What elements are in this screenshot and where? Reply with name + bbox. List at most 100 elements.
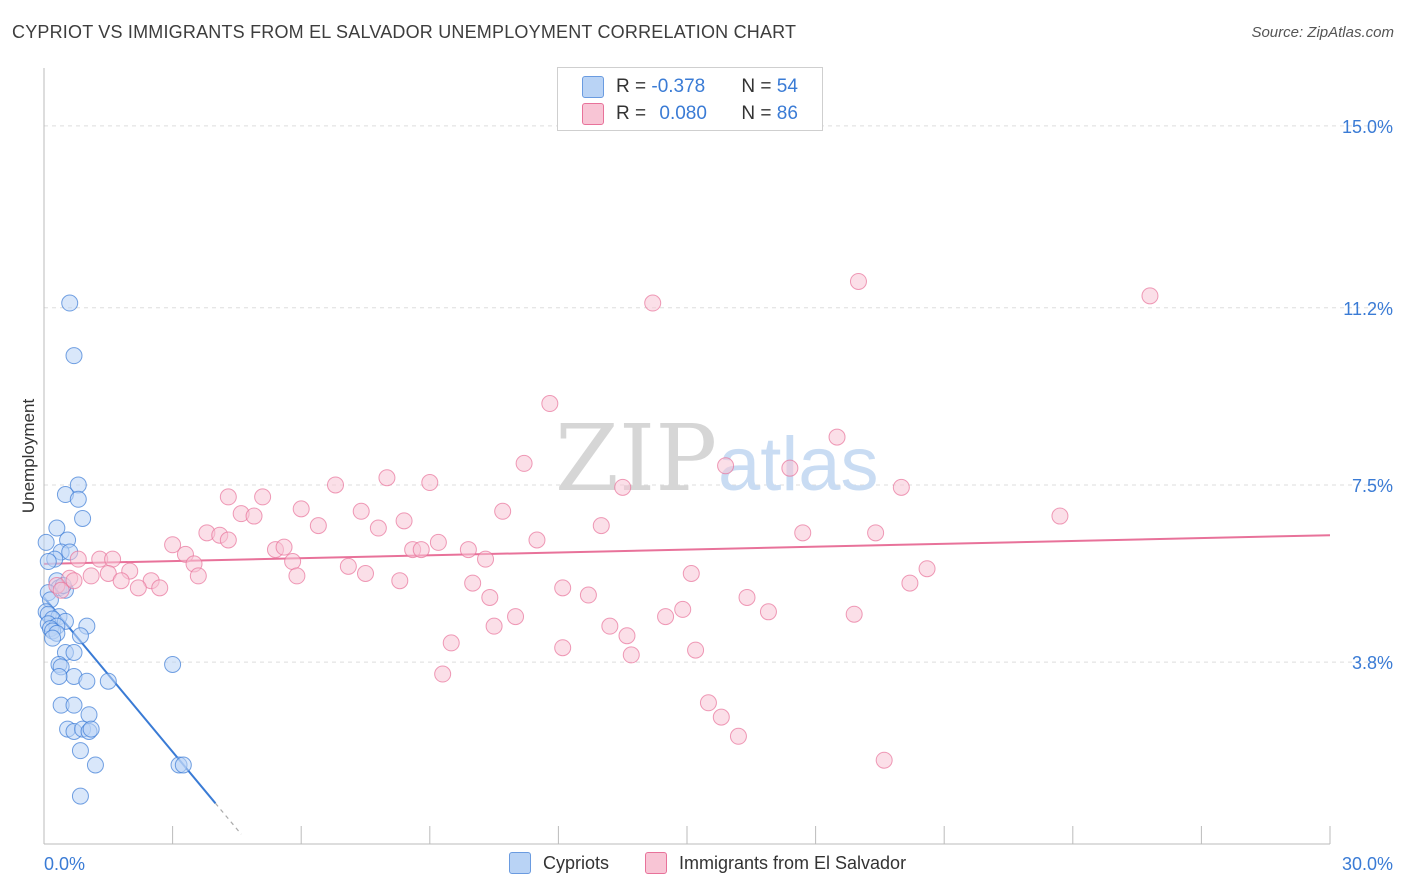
- el-salvador-point: [699, 694, 717, 712]
- el-salvador-point: [781, 459, 799, 477]
- cypriot-point: [86, 756, 104, 774]
- legend-item-el-salvador[interactable]: Immigrants from El Salvador: [645, 852, 906, 874]
- legend-n-value: 54: [776, 76, 798, 97]
- y-tick-label: 7.5%: [1352, 476, 1393, 496]
- el-salvador-point: [219, 531, 237, 549]
- el-salvador-point: [717, 457, 735, 475]
- el-salvador-point: [494, 502, 512, 520]
- el-salvador-point: [477, 550, 495, 568]
- el-salvador-point: [828, 428, 846, 446]
- cypriot-trend-extension: [215, 802, 242, 835]
- el-salvador-point: [657, 608, 675, 626]
- el-salvador-point: [644, 294, 662, 312]
- correlation-legend: R = -0.378 N = 54 R = 0.080 N = 86: [557, 67, 823, 131]
- el-salvador-point: [129, 579, 147, 597]
- el-salvador-point: [254, 488, 272, 506]
- el-salvador-point: [515, 454, 533, 472]
- el-salvador-point: [245, 507, 263, 525]
- el-salvador-point: [391, 572, 409, 590]
- legend-item-cypriots[interactable]: Cypriots: [509, 852, 609, 874]
- y-tick-label: 3.8%: [1352, 653, 1393, 673]
- legend-swatch-blue: [509, 852, 531, 874]
- cypriot-point: [164, 655, 182, 673]
- legend-swatch-blue: [582, 76, 604, 98]
- el-salvador-point: [369, 519, 387, 537]
- el-salvador-point: [164, 536, 182, 554]
- el-salvador-point: [507, 608, 525, 626]
- gridlines: [44, 125, 1392, 663]
- el-salvador-point: [712, 708, 730, 726]
- cypriot-point: [82, 720, 100, 738]
- cypriot-point: [80, 706, 98, 724]
- y-tick-label: 11.2%: [1343, 299, 1393, 319]
- el-salvador-point: [429, 533, 447, 551]
- el-salvador-point: [434, 665, 452, 683]
- cypriot-point: [65, 347, 83, 365]
- el-salvador-point: [292, 500, 310, 518]
- legend-r-value: -0.378: [651, 76, 706, 97]
- el-salvador-point: [151, 579, 169, 597]
- el-salvador-point: [52, 581, 70, 599]
- legend-label-cypriots: Cypriots: [543, 852, 610, 873]
- el-salvador-point: [99, 565, 117, 583]
- el-salvador-point: [528, 531, 546, 549]
- el-salvador-point: [1141, 287, 1159, 305]
- cypriot-point: [74, 509, 92, 527]
- el-salvador-point: [378, 469, 396, 487]
- el-salvador-point: [65, 572, 83, 590]
- el-salvador-point: [412, 541, 430, 559]
- el-salvador-point: [219, 488, 237, 506]
- cypriot-point: [61, 294, 79, 312]
- el-salvador-point: [284, 553, 302, 571]
- el-salvador-point: [309, 517, 327, 535]
- el-salvador-point: [554, 639, 572, 657]
- el-salvador-point: [554, 579, 572, 597]
- y-axis-label: Unemployment: [19, 399, 38, 514]
- el-salvador-point: [1051, 507, 1069, 525]
- cypriot-point: [69, 490, 87, 508]
- el-salvador-point: [275, 538, 293, 556]
- el-salvador-point: [618, 627, 636, 645]
- watermark-atlas: atlas: [718, 422, 879, 507]
- el-salvador-point: [614, 478, 632, 496]
- el-salvador-point: [867, 524, 885, 542]
- cypriot-point: [39, 553, 57, 571]
- el-salvador-point: [918, 560, 936, 578]
- el-salvador-point: [442, 634, 460, 652]
- legend-r-label: R =: [616, 103, 652, 124]
- el-salvador-point: [892, 478, 910, 496]
- el-salvador-point: [288, 567, 306, 585]
- cypriot-point: [48, 519, 66, 537]
- el-salvador-point: [601, 617, 619, 635]
- el-salvador-point: [481, 588, 499, 606]
- x-tick-label: 0.0%: [44, 854, 85, 874]
- el-salvador-point: [738, 588, 756, 606]
- cypriot-point: [71, 742, 89, 760]
- el-salvador-point: [395, 512, 413, 530]
- cypriot-point: [65, 696, 83, 714]
- el-salvador-point: [901, 574, 919, 592]
- axes: [43, 68, 1331, 845]
- cypriot-point: [65, 644, 83, 661]
- el-salvador-point: [459, 541, 477, 559]
- el-salvador-point: [759, 603, 777, 621]
- el-salvador-point: [845, 605, 863, 623]
- x-tick-label: 30.0%: [1342, 854, 1393, 874]
- chart-source: Source: ZipAtlas.com: [1251, 24, 1394, 41]
- cypriot-point: [50, 667, 68, 685]
- legend-swatch-pink: [645, 852, 667, 874]
- legend-r-value: 0.080: [659, 103, 707, 124]
- data-points: [37, 272, 1159, 805]
- el-salvador-point: [579, 586, 597, 604]
- el-salvador-point: [352, 502, 370, 520]
- cypriot-point: [71, 787, 89, 805]
- el-salvador-point: [682, 565, 700, 583]
- el-salvador-point: [326, 476, 344, 494]
- cypriot-point: [37, 533, 55, 551]
- el-salvador-point: [82, 567, 100, 585]
- watermark-zip: ZIP: [555, 405, 717, 512]
- el-salvador-trend-line: [43, 534, 1331, 565]
- el-salvador-point: [794, 524, 812, 542]
- el-salvador-point: [464, 574, 482, 592]
